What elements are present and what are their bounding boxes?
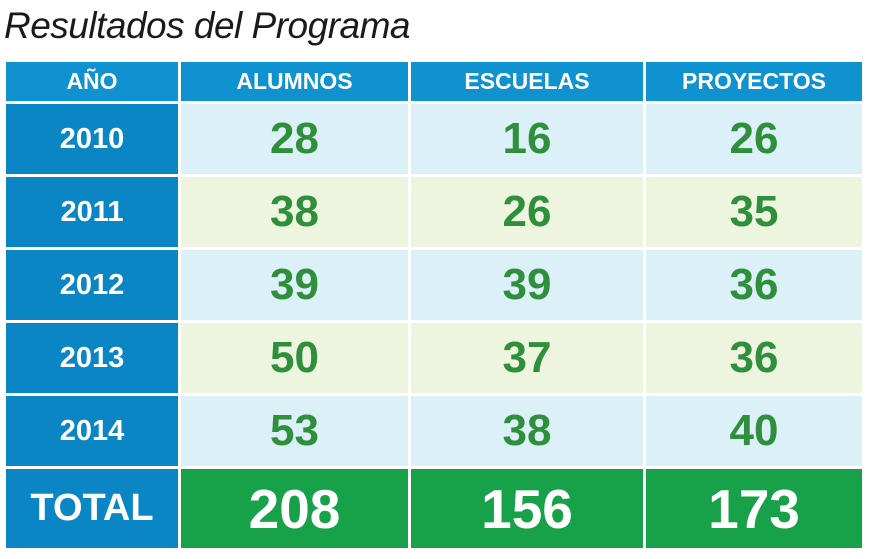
- column-header-alumnos: ALUMNOS: [181, 62, 408, 101]
- total-proyectos: 173: [646, 469, 862, 548]
- escuelas-cell: 38: [411, 396, 643, 466]
- proyectos-cell: 35: [646, 177, 862, 247]
- proyectos-cell: 40: [646, 396, 862, 466]
- alumnos-cell: 50: [181, 323, 408, 393]
- escuelas-cell: 16: [411, 104, 643, 174]
- alumnos-cell: 39: [181, 250, 408, 320]
- year-cell: 2014: [6, 396, 178, 466]
- chart-title: Resultados del Programa: [4, 5, 411, 46]
- escuelas-cell: 37: [411, 323, 643, 393]
- total-row: TOTAL 208 156 173: [6, 469, 862, 548]
- year-cell: 2011: [6, 177, 178, 247]
- table-row: 2010 28 16 26: [6, 104, 862, 174]
- column-header-year: AÑO: [6, 62, 178, 101]
- escuelas-cell: 26: [411, 177, 643, 247]
- table-row: 2012 39 39 36: [6, 250, 862, 320]
- table-row: 2014 53 38 40: [6, 396, 862, 466]
- column-header-escuelas: ESCUELAS: [411, 62, 643, 101]
- year-cell: 2012: [6, 250, 178, 320]
- table-row: 2011 38 26 35: [6, 177, 862, 247]
- year-cell: 2013: [6, 323, 178, 393]
- total-label: TOTAL: [6, 469, 178, 548]
- alumnos-cell: 53: [181, 396, 408, 466]
- proyectos-cell: 36: [646, 323, 862, 393]
- proyectos-cell: 26: [646, 104, 862, 174]
- alumnos-cell: 28: [181, 104, 408, 174]
- escuelas-cell: 39: [411, 250, 643, 320]
- year-cell: 2010: [6, 104, 178, 174]
- alumnos-cell: 38: [181, 177, 408, 247]
- header-row: AÑO ALUMNOS ESCUELAS PROYECTOS: [6, 62, 862, 101]
- table-row: 2013 50 37 36: [6, 323, 862, 393]
- proyectos-cell: 36: [646, 250, 862, 320]
- total-alumnos: 208: [181, 469, 408, 548]
- column-header-proyectos: PROYECTOS: [646, 62, 862, 101]
- total-escuelas: 156: [411, 469, 643, 548]
- results-table: AÑO ALUMNOS ESCUELAS PROYECTOS 2010 28 1…: [3, 59, 865, 551]
